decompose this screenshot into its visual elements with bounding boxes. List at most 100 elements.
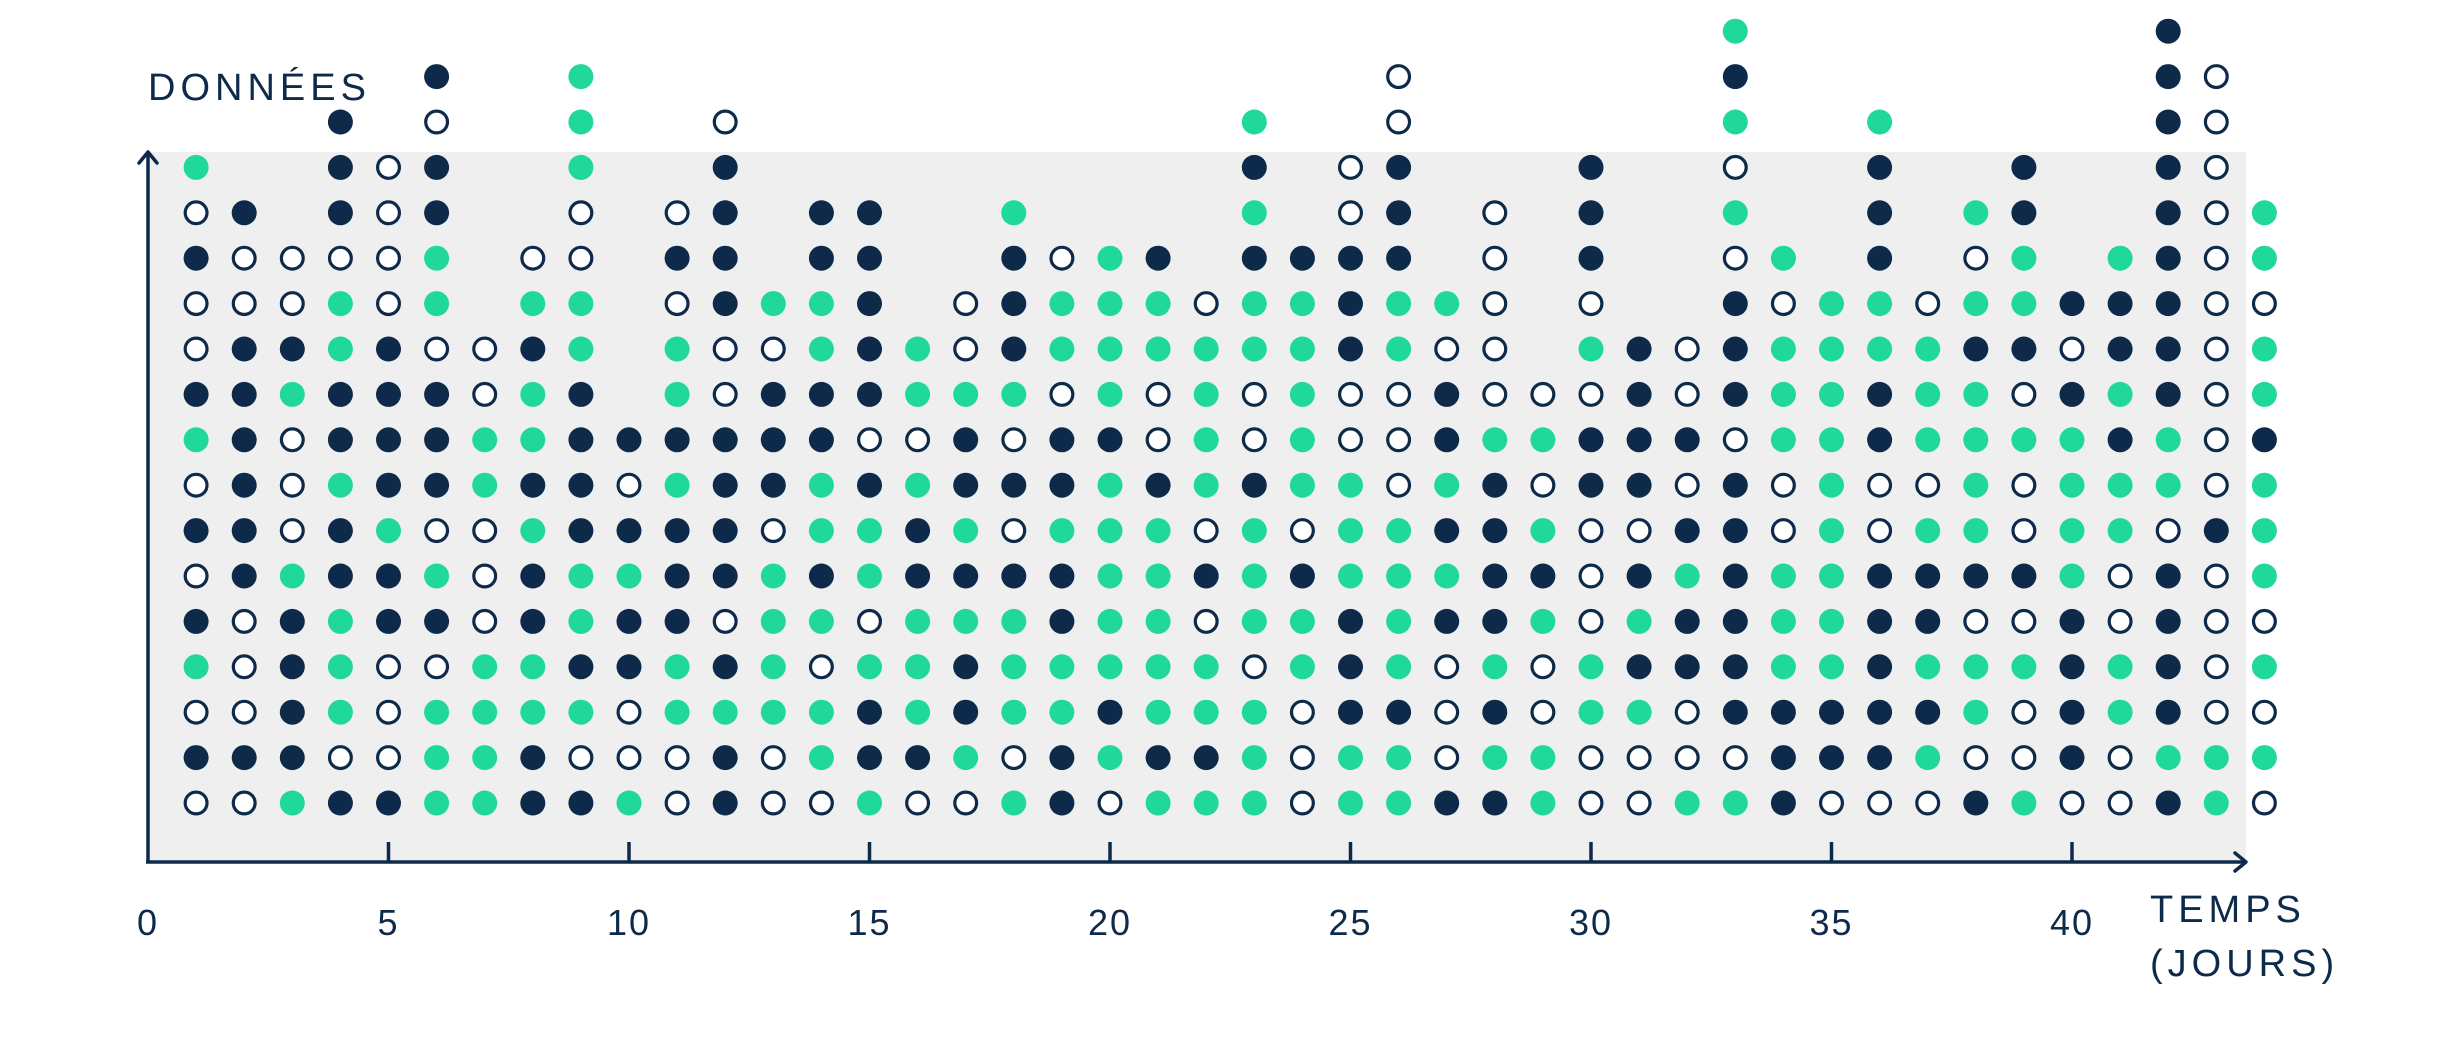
dot-open — [2107, 563, 2133, 589]
dot-open — [183, 790, 209, 816]
dot-navy — [520, 790, 546, 816]
dot-open — [2203, 109, 2229, 135]
dot-open — [760, 518, 786, 544]
dot-green — [1915, 427, 1941, 453]
dot-open — [712, 109, 738, 135]
dot-green — [568, 699, 594, 725]
dot-open — [279, 472, 305, 498]
dot-open — [1963, 745, 1989, 771]
dot-green — [1578, 699, 1604, 725]
dot-open — [712, 336, 738, 362]
dot-green — [1289, 472, 1315, 498]
dot-green — [1193, 381, 1219, 407]
dot-green — [1193, 472, 1219, 498]
dot-green — [2155, 745, 2181, 771]
dot-open — [1482, 291, 1508, 317]
dot-green — [1097, 336, 1123, 362]
dot-green — [1530, 518, 1556, 544]
dot-open — [1289, 699, 1315, 725]
dot-navy — [1867, 699, 1893, 725]
dot-green — [953, 381, 979, 407]
dot-navy — [424, 154, 450, 180]
dot-green — [1145, 563, 1171, 589]
dot-green — [905, 654, 931, 680]
dot-open — [2251, 608, 2277, 634]
dot-open — [279, 245, 305, 271]
dot-open — [1626, 518, 1652, 544]
dot-navy — [2155, 381, 2181, 407]
dot-open — [664, 291, 690, 317]
dot-green — [2059, 518, 2085, 544]
dot-green — [279, 790, 305, 816]
dot-navy — [1482, 790, 1508, 816]
dot-green — [760, 563, 786, 589]
dot-open — [1482, 336, 1508, 362]
dot-navy — [2107, 291, 2133, 317]
dot-navy — [2059, 381, 2085, 407]
dot-open — [1289, 518, 1315, 544]
dot-navy — [664, 427, 690, 453]
dot-navy — [953, 563, 979, 589]
dot-navy — [712, 472, 738, 498]
dot-navy — [1434, 518, 1460, 544]
dot-green — [1674, 563, 1700, 589]
dot-green — [1241, 608, 1267, 634]
dot-open — [760, 336, 786, 362]
dot-open — [1482, 245, 1508, 271]
dot-green — [1386, 563, 1412, 589]
dot-green — [1963, 291, 1989, 317]
dot-green — [472, 745, 498, 771]
dot-navy — [2059, 699, 2085, 725]
dot-open — [231, 790, 257, 816]
dot-navy — [1722, 608, 1748, 634]
dot-green — [857, 563, 882, 589]
dot-navy — [1770, 699, 1796, 725]
dot-navy — [712, 745, 738, 771]
dot-navy — [376, 608, 401, 634]
dot-open — [2011, 518, 2037, 544]
dot-navy — [1434, 608, 1460, 634]
dot-green — [1819, 472, 1844, 498]
dot-open — [279, 518, 305, 544]
dot-navy — [953, 427, 979, 453]
dot-green — [953, 518, 979, 544]
dot-green — [1289, 427, 1315, 453]
dot-open — [1915, 790, 1941, 816]
dot-green — [2011, 245, 2037, 271]
dot-open — [2203, 154, 2229, 180]
dot-navy — [327, 518, 353, 544]
dot-navy — [231, 427, 257, 453]
dot-green — [712, 699, 738, 725]
dot-navy — [1001, 291, 1027, 317]
dot-navy — [327, 790, 353, 816]
dot-green — [1819, 427, 1844, 453]
dot-green — [1963, 200, 1989, 226]
dot-green — [616, 790, 642, 816]
dot-green — [1819, 291, 1844, 317]
dot-green — [1819, 654, 1844, 680]
dot-navy — [1338, 699, 1363, 725]
dot-navy — [857, 381, 882, 407]
dot-green — [905, 608, 931, 634]
dot-green — [1241, 200, 1267, 226]
dot-navy — [1241, 154, 1267, 180]
dot-navy — [1049, 427, 1075, 453]
dot-open — [1722, 745, 1748, 771]
dot-navy — [279, 699, 305, 725]
dot-green — [1145, 608, 1171, 634]
dot-green — [808, 518, 834, 544]
dot-green — [1338, 745, 1363, 771]
dot-navy — [760, 427, 786, 453]
dot-green — [1386, 608, 1412, 634]
dot-navy — [2155, 790, 2181, 816]
dot-navy — [857, 336, 882, 362]
dot-navy — [1049, 472, 1075, 498]
dot-green — [1386, 518, 1412, 544]
dot-navy — [424, 427, 450, 453]
dot-open — [1241, 654, 1267, 680]
dot-navy — [1626, 381, 1652, 407]
dot-open — [664, 745, 690, 771]
dot-green — [1289, 336, 1315, 362]
dot-green — [2107, 245, 2133, 271]
dot-open — [2203, 381, 2229, 407]
